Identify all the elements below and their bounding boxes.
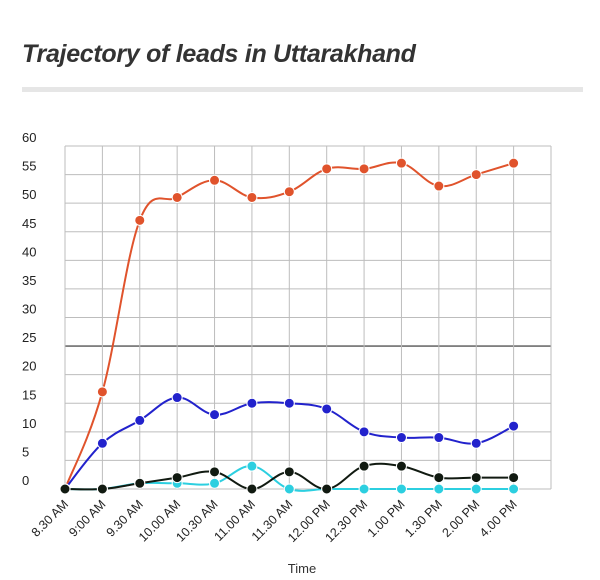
data-point bbox=[470, 483, 482, 495]
data-point bbox=[358, 460, 370, 472]
data-point bbox=[508, 420, 520, 432]
data-point bbox=[321, 163, 333, 175]
data-point bbox=[470, 169, 482, 181]
data-point bbox=[246, 397, 258, 409]
data-point bbox=[209, 174, 221, 186]
data-point bbox=[283, 466, 295, 478]
chart-title: Trajectory of leads in Uttarakhand bbox=[22, 40, 416, 68]
data-point bbox=[96, 483, 108, 495]
series-markers bbox=[59, 157, 520, 495]
data-point bbox=[508, 157, 520, 169]
y-tick-label: 60 bbox=[22, 130, 36, 145]
data-point bbox=[395, 460, 407, 472]
y-tick-label: 0 bbox=[22, 473, 29, 488]
data-point bbox=[358, 426, 370, 438]
data-point bbox=[508, 483, 520, 495]
data-point bbox=[395, 432, 407, 444]
y-tick-label: 5 bbox=[22, 444, 29, 459]
y-tick-label: 55 bbox=[22, 159, 36, 174]
data-point bbox=[321, 403, 333, 415]
data-point bbox=[358, 163, 370, 175]
x-tick-label: 1.00 PM bbox=[365, 497, 408, 540]
data-point bbox=[59, 483, 71, 495]
data-point bbox=[358, 483, 370, 495]
data-point bbox=[470, 437, 482, 449]
data-point bbox=[395, 483, 407, 495]
data-point bbox=[433, 472, 445, 484]
data-point bbox=[134, 214, 146, 226]
data-point bbox=[96, 437, 108, 449]
y-tick-label: 20 bbox=[22, 359, 36, 374]
data-point bbox=[395, 157, 407, 169]
x-tick-label: 2.00 PM bbox=[440, 497, 483, 540]
data-point bbox=[283, 186, 295, 198]
y-tick-label: 25 bbox=[22, 330, 36, 345]
x-tick-label: 4.00 PM bbox=[477, 497, 520, 540]
data-point bbox=[321, 483, 333, 495]
data-point bbox=[246, 483, 258, 495]
data-point bbox=[433, 180, 445, 192]
title-divider bbox=[22, 87, 583, 92]
data-point bbox=[283, 397, 295, 409]
y-tick-label: 50 bbox=[22, 187, 36, 202]
x-tick-label: 9:00 AM bbox=[66, 497, 108, 539]
data-point bbox=[171, 392, 183, 404]
y-tick-label: 30 bbox=[22, 302, 36, 317]
data-point bbox=[134, 414, 146, 426]
data-point bbox=[508, 472, 520, 484]
y-axis-ticks: 0 5 10 15 20 25 30 35 40 45 50 55 60 bbox=[22, 130, 36, 488]
data-point bbox=[96, 386, 108, 398]
data-point bbox=[283, 483, 295, 495]
y-tick-label: 45 bbox=[22, 216, 36, 231]
x-axis-title: Time bbox=[288, 561, 316, 576]
data-point bbox=[433, 432, 445, 444]
data-point bbox=[171, 191, 183, 203]
y-tick-label: 40 bbox=[22, 244, 36, 259]
data-point bbox=[134, 477, 146, 489]
data-point bbox=[246, 460, 258, 472]
x-tick-label: 1.30 PM bbox=[402, 497, 445, 540]
data-point bbox=[209, 409, 221, 421]
chart-grid bbox=[64, 145, 552, 490]
y-tick-label: 10 bbox=[22, 416, 36, 431]
data-point bbox=[209, 477, 221, 489]
data-point bbox=[433, 483, 445, 495]
data-point bbox=[171, 472, 183, 484]
data-point bbox=[209, 466, 221, 478]
data-point bbox=[246, 191, 258, 203]
x-tick-label: 8.30 AM bbox=[29, 497, 71, 539]
y-tick-label: 15 bbox=[22, 387, 36, 402]
data-point bbox=[470, 472, 482, 484]
y-tick-label: 35 bbox=[22, 273, 36, 288]
chart-series bbox=[59, 157, 520, 495]
